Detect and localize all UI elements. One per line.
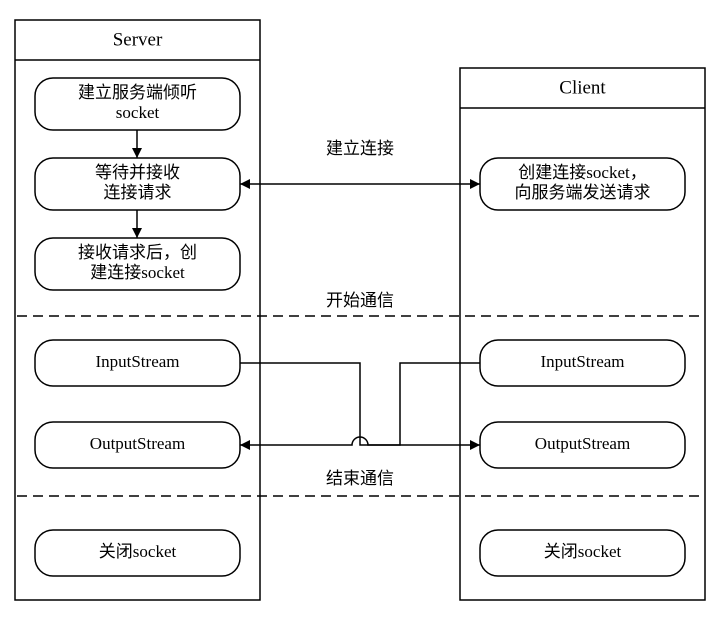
section-label-end: 结束通信 bbox=[320, 468, 400, 492]
node-s2-label: 等待并接收 bbox=[95, 163, 180, 182]
edge-s_in_to_c_out bbox=[240, 363, 480, 445]
node-s_in-label: InputStream bbox=[95, 352, 179, 371]
node-c_out: OutputStream bbox=[480, 422, 685, 468]
node-s_out: OutputStream bbox=[35, 422, 240, 468]
node-s3-label: 建连接socket bbox=[90, 263, 185, 282]
container-server-title: Server bbox=[113, 29, 163, 50]
node-s3: 接收请求后，创建连接socket bbox=[35, 238, 240, 290]
svg-text:结束通信: 结束通信 bbox=[326, 469, 394, 488]
node-c1-label: 创建连接socket， bbox=[518, 163, 646, 182]
node-s_close: 关闭socket bbox=[35, 530, 240, 576]
node-c1-label: 向服务端发送请求 bbox=[515, 183, 651, 202]
svg-text:开始通信: 开始通信 bbox=[326, 291, 394, 310]
node-s3-label: 接收请求后，创 bbox=[78, 243, 197, 262]
container-client-title: Client bbox=[559, 77, 606, 98]
node-s2-label: 连接请求 bbox=[104, 183, 172, 202]
node-c_in: InputStream bbox=[480, 340, 685, 386]
node-c_in-label: InputStream bbox=[540, 352, 624, 371]
container-client: Client bbox=[460, 68, 705, 600]
node-s1-label: socket bbox=[116, 103, 160, 122]
node-c_close-label: 关闭socket bbox=[544, 542, 622, 561]
node-s1-label: 建立服务端倾听 bbox=[78, 83, 197, 102]
node-s_close-label: 关闭socket bbox=[99, 542, 177, 561]
node-c_out-label: OutputStream bbox=[535, 434, 630, 453]
node-s1: 建立服务端倾听socket bbox=[35, 78, 240, 130]
node-c1: 创建连接socket，向服务端发送请求 bbox=[480, 158, 685, 210]
section-label-establish: 建立连接 bbox=[320, 138, 400, 162]
node-s_in: InputStream bbox=[35, 340, 240, 386]
node-s_out-label: OutputStream bbox=[90, 434, 185, 453]
section-label-start: 开始通信 bbox=[320, 290, 400, 314]
svg-text:建立连接: 建立连接 bbox=[326, 139, 394, 158]
node-c_close: 关闭socket bbox=[480, 530, 685, 576]
node-s2: 等待并接收连接请求 bbox=[35, 158, 240, 210]
